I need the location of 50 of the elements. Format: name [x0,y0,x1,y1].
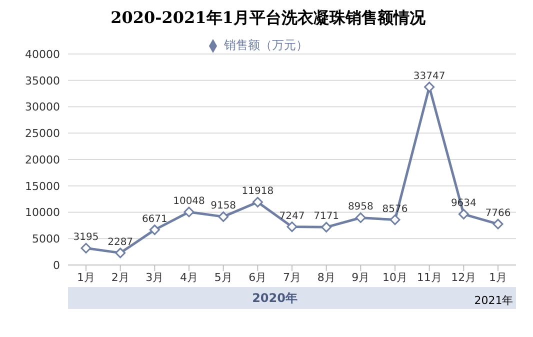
x-tick-label: 1月 [77,270,95,284]
text: 2021年 [473,293,514,308]
x-tick-label: 8月 [317,270,336,284]
point [458,208,469,220]
point [218,211,229,222]
point [492,218,504,230]
point [80,242,92,254]
x-tick-label: 3月 [146,270,164,284]
y-tick-label: 35000 [25,74,60,88]
data-label: 7766 [485,208,511,220]
x-tick-label: 1月 [489,270,507,284]
data-label: 2287 [108,236,134,248]
y-tick-label: 20000 [25,153,60,166]
x-tick-label: 2月 [111,270,130,284]
point [424,82,435,92]
legend-label: 销售额（万元） [224,38,308,52]
x-tick-label: 6月 [248,270,267,284]
point [390,214,400,226]
x-tick-label: 4月 [180,270,198,284]
data-label: 6671 [142,214,168,225]
data-label: 8958 [348,202,374,213]
y-tick-label: 15000 [25,180,60,193]
data-label: 11918 [242,186,274,198]
x-tick-label: 10月 [382,270,408,284]
x-tick-label: 7月 [283,270,301,284]
data-label: 3195 [73,232,99,244]
point [149,224,160,236]
x-tick-label: 5月 [214,270,232,284]
y-tick-label: 25000 [25,127,60,140]
point [286,222,298,232]
y-tick-label: 10000 [25,206,60,220]
point [321,222,332,232]
text: 2020年 [252,291,298,305]
data-label: 9158 [210,200,236,212]
data-label: 7247 [279,210,305,222]
x-tick-label: 11月 [416,270,442,284]
chart-title: 2020-2021年1月平台洗衣凝珠销售额情况 [110,8,426,29]
y-tick-label: 5000 [32,232,60,246]
y-tick-label: 40000 [25,48,60,61]
y-tick-label: 30000 [25,100,60,114]
data-label: 33747 [413,70,446,82]
x-tick-label: 9月 [352,270,370,284]
point [184,206,194,218]
data-label: 10048 [173,196,205,207]
point [355,212,366,223]
x-tick-label: 12月 [451,270,476,284]
y-tick-label: 0 [53,258,60,272]
data-label: 7171 [314,211,340,222]
point [252,196,263,208]
point [115,248,126,258]
